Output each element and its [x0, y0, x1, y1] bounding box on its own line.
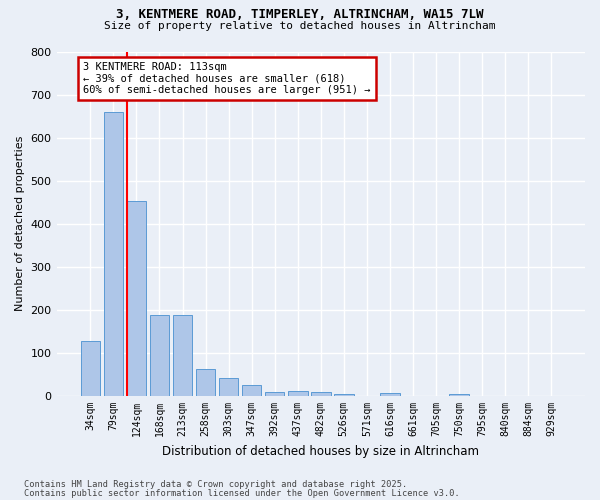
Text: Size of property relative to detached houses in Altrincham: Size of property relative to detached ho… — [104, 21, 496, 31]
X-axis label: Distribution of detached houses by size in Altrincham: Distribution of detached houses by size … — [162, 444, 479, 458]
Bar — [104, 112, 123, 396]
Bar — [149, 315, 169, 396]
Bar — [196, 370, 215, 396]
Bar — [380, 394, 400, 396]
Bar — [127, 202, 146, 396]
Text: 3 KENTMERE ROAD: 113sqm
← 39% of detached houses are smaller (618)
60% of semi-d: 3 KENTMERE ROAD: 113sqm ← 39% of detache… — [83, 62, 370, 95]
Bar — [265, 392, 284, 396]
Bar — [242, 386, 262, 396]
Text: Contains public sector information licensed under the Open Government Licence v3: Contains public sector information licen… — [24, 489, 460, 498]
Bar — [80, 342, 100, 396]
Y-axis label: Number of detached properties: Number of detached properties — [15, 136, 25, 312]
Bar — [219, 378, 238, 396]
Bar — [311, 392, 331, 396]
Bar — [449, 394, 469, 396]
Text: Contains HM Land Registry data © Crown copyright and database right 2025.: Contains HM Land Registry data © Crown c… — [24, 480, 407, 489]
Bar — [334, 394, 353, 396]
Bar — [288, 391, 308, 396]
Text: 3, KENTMERE ROAD, TIMPERLEY, ALTRINCHAM, WA15 7LW: 3, KENTMERE ROAD, TIMPERLEY, ALTRINCHAM,… — [116, 8, 484, 20]
Bar — [173, 315, 193, 396]
